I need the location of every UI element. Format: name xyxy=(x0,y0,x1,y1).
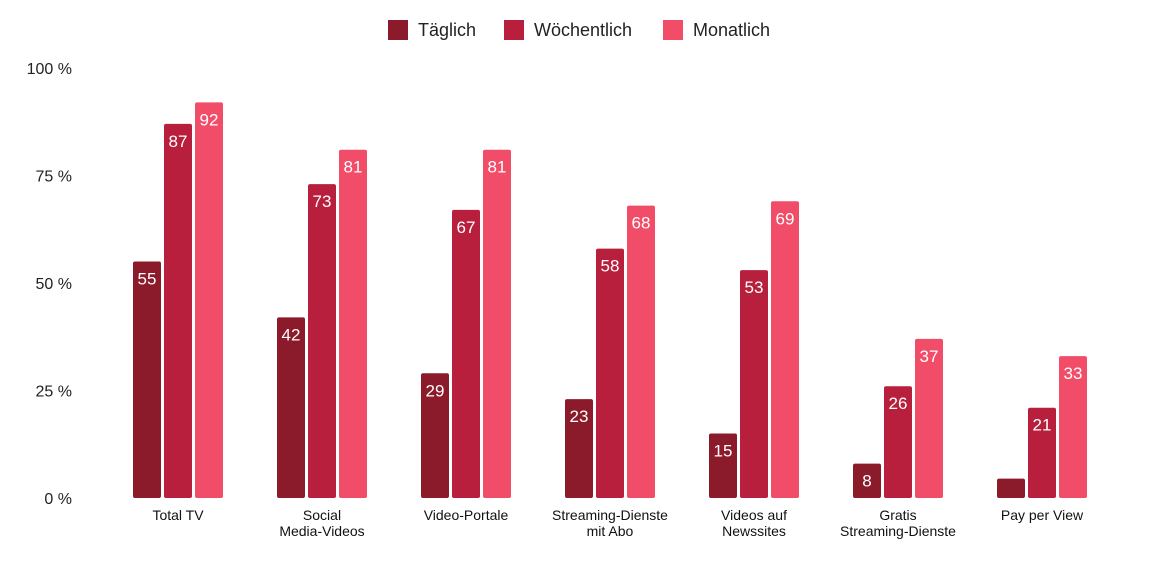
x-category-label: Pay per View xyxy=(1001,507,1084,523)
x-category-label: Social Media-Videos xyxy=(279,507,364,539)
x-category-label-line: Streaming-Dienste xyxy=(840,523,956,539)
bar-monatlich-streaming-dienste-mit-abo xyxy=(627,205,655,498)
bar-value-label: 55 xyxy=(138,270,157,289)
bar-value-label: 26 xyxy=(889,394,908,413)
x-category-label-line: Video-Portale xyxy=(424,507,509,523)
bar-taeglich-pay-per-view xyxy=(997,478,1025,498)
bar-monatlich-gratis-streaming-dienste xyxy=(915,338,943,498)
bar-monatlich-pay-per-view xyxy=(1059,356,1087,498)
y-tick-label: 50 % xyxy=(36,276,72,293)
legend-label-monatlich: Monatlich xyxy=(693,20,770,40)
x-category-label: Video-Portale xyxy=(424,507,509,523)
x-category-label: Streaming-Dienste mit Abo xyxy=(552,507,668,539)
legend-swatch-monatlich xyxy=(663,20,683,40)
bar-taeglich-social-media-videos xyxy=(277,317,305,498)
legend-label-taeglich: Täglich xyxy=(418,20,476,40)
bar-taeglich-total-tv xyxy=(133,261,161,498)
bar-woechentlich-total-tv xyxy=(164,123,192,499)
bar-value-label: 58 xyxy=(601,257,620,276)
x-category-label-line: Videos auf xyxy=(721,507,787,523)
bar-woechentlich-videos-auf-newssites xyxy=(740,270,768,498)
y-tick-label: 25 % xyxy=(36,384,72,401)
bar-woechentlich-social-media-videos xyxy=(308,184,336,498)
bar-value-label: 67 xyxy=(457,218,476,237)
bar-monatlich-social-media-videos xyxy=(339,149,367,498)
y-tick-label: 100 % xyxy=(27,61,72,78)
x-category-label-line: Streaming-Dienste xyxy=(552,507,668,523)
bar-monatlich-total-tv xyxy=(195,102,223,499)
x-category-label: Gratis Streaming-Dienste xyxy=(840,507,956,539)
bar-woechentlich-video-portale xyxy=(452,209,480,498)
x-category-label: Videos auf Newssites xyxy=(721,507,787,539)
x-category-label-line: Newssites xyxy=(722,523,786,539)
bar-taeglich-streaming-dienste-mit-abo xyxy=(565,399,593,498)
x-category-label-line: Social xyxy=(303,507,341,523)
bar-value-label: 87 xyxy=(169,132,188,151)
bar-value-label: 8 xyxy=(862,472,871,491)
bar-value-label: 68 xyxy=(632,214,651,233)
bar-value-label: 73 xyxy=(313,192,332,211)
x-axis: Total TV Social Media-Videos Video-Portale S… xyxy=(152,507,1084,539)
bar-value-label: 33 xyxy=(1064,364,1083,383)
y-tick-label: 75 % xyxy=(36,169,72,186)
bar-monatlich-videos-auf-newssites xyxy=(771,201,799,499)
y-tick-label: 0 % xyxy=(44,491,72,508)
x-category-label-line: Pay per View xyxy=(1001,507,1084,523)
x-category-label-line: Gratis xyxy=(879,507,916,523)
bar-taeglich-video-portale xyxy=(421,373,449,498)
chart-legend: Täglich Wöchentlich Monatlich xyxy=(388,20,770,40)
bar-value-label: 53 xyxy=(745,278,764,297)
bar-value-label: 42 xyxy=(282,325,301,344)
bar-value-label: 15 xyxy=(714,442,733,461)
bar-value-label: 37 xyxy=(920,347,939,366)
legend-swatch-woechentlich xyxy=(504,20,524,40)
y-axis: 0 % 25 % 50 % 75 % 100 % xyxy=(27,61,72,508)
legend-swatch-taeglich xyxy=(388,20,408,40)
bar-taeglich-videos-auf-newssites xyxy=(709,433,737,498)
bar-woechentlich-pay-per-view xyxy=(1028,407,1056,498)
bar-value-label: 29 xyxy=(426,381,445,400)
legend-label-woechentlich: Wöchentlich xyxy=(534,20,632,40)
x-category-label-line: Media-Videos xyxy=(279,523,364,539)
bar-value-label: 81 xyxy=(344,158,363,177)
bar-woechentlich-streaming-dienste-mit-abo xyxy=(596,248,624,498)
bar-value-label: 81 xyxy=(488,158,507,177)
x-category-label: Total TV xyxy=(152,507,204,523)
x-category-label-line: mit Abo xyxy=(587,523,634,539)
bar-value-label: 92 xyxy=(200,110,219,129)
bar-taeglich-gratis-streaming-dienste xyxy=(853,463,881,498)
bar-monatlich-video-portale xyxy=(483,149,511,498)
bar-plot-area: 55 87 92 42 73 81 29 67 81 23 58 68 15 53 69 8 26 37 21 33 xyxy=(133,102,1087,499)
bar-value-label: 21 xyxy=(1033,416,1052,435)
bar-value-label: 69 xyxy=(776,209,795,228)
bar-value-label: 23 xyxy=(570,407,589,426)
bar-woechentlich-gratis-streaming-dienste xyxy=(884,386,912,498)
x-category-label-line: Total TV xyxy=(152,507,204,523)
